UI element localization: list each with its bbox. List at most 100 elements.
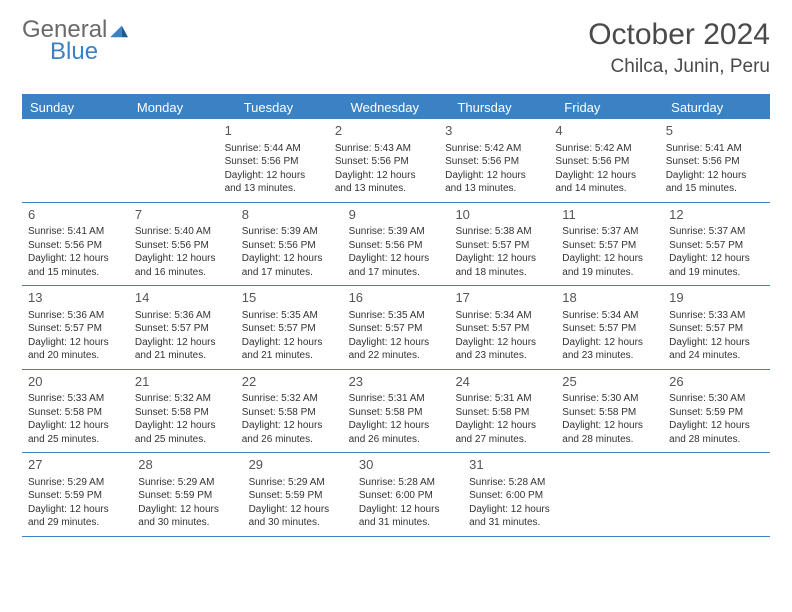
sunset-text: Sunset: 6:00 PM <box>359 489 457 503</box>
day-cell: 21Sunrise: 5:32 AMSunset: 5:58 PMDayligh… <box>129 370 236 453</box>
day-number: 5 <box>666 122 764 140</box>
sunrise-text: Sunrise: 5:34 AM <box>562 309 657 323</box>
daylight-text-2: and 31 minutes. <box>359 516 457 530</box>
logo-word-blue: Blue <box>50 38 98 65</box>
week-row: 20Sunrise: 5:33 AMSunset: 5:58 PMDayligh… <box>22 370 770 454</box>
sunset-text: Sunset: 5:56 PM <box>335 155 433 169</box>
daylight-text-1: Daylight: 12 hours <box>455 419 550 433</box>
month-title: October 2024 <box>588 18 770 52</box>
day-number: 6 <box>28 206 123 224</box>
sunset-text: Sunset: 5:56 PM <box>555 155 653 169</box>
day-number: 26 <box>669 373 764 391</box>
day-number: 9 <box>349 206 444 224</box>
day-cell: 12Sunrise: 5:37 AMSunset: 5:57 PMDayligh… <box>663 203 770 286</box>
day-cell: 10Sunrise: 5:38 AMSunset: 5:57 PMDayligh… <box>449 203 556 286</box>
day-number: 13 <box>28 289 123 307</box>
sunrise-text: Sunrise: 5:44 AM <box>225 142 323 156</box>
daylight-text-2: and 26 minutes. <box>242 433 337 447</box>
day-cell: 2Sunrise: 5:43 AMSunset: 5:56 PMDaylight… <box>329 119 439 202</box>
daylight-text-2: and 14 minutes. <box>555 182 653 196</box>
sunrise-text: Sunrise: 5:32 AM <box>135 392 230 406</box>
daylight-text-2: and 22 minutes. <box>349 349 444 363</box>
day-number: 25 <box>562 373 657 391</box>
day-number: 7 <box>135 206 230 224</box>
daylight-text-1: Daylight: 12 hours <box>349 336 444 350</box>
day-header-row: Sunday Monday Tuesday Wednesday Thursday… <box>22 96 770 119</box>
sunset-text: Sunset: 5:58 PM <box>455 406 550 420</box>
day-number: 10 <box>455 206 550 224</box>
sunrise-text: Sunrise: 5:30 AM <box>562 392 657 406</box>
sunrise-text: Sunrise: 5:37 AM <box>562 225 657 239</box>
daylight-text-1: Daylight: 12 hours <box>28 503 126 517</box>
day-number: 11 <box>562 206 657 224</box>
daylight-text-2: and 21 minutes. <box>135 349 230 363</box>
day-cell: 31Sunrise: 5:28 AMSunset: 6:00 PMDayligh… <box>463 453 573 536</box>
header: General October 2024 Chilca, Junin, Peru <box>22 18 770 78</box>
sunset-text: Sunset: 5:58 PM <box>242 406 337 420</box>
sunset-text: Sunset: 5:57 PM <box>28 322 123 336</box>
sunset-text: Sunset: 5:56 PM <box>445 155 543 169</box>
day-number: 14 <box>135 289 230 307</box>
day-cell: 26Sunrise: 5:30 AMSunset: 5:59 PMDayligh… <box>663 370 770 453</box>
sunset-text: Sunset: 5:58 PM <box>28 406 123 420</box>
daylight-text-1: Daylight: 12 hours <box>349 252 444 266</box>
day-number: 17 <box>455 289 550 307</box>
sunrise-text: Sunrise: 5:36 AM <box>28 309 123 323</box>
day-cell: 8Sunrise: 5:39 AMSunset: 5:56 PMDaylight… <box>236 203 343 286</box>
sunrise-text: Sunrise: 5:28 AM <box>469 476 567 490</box>
daylight-text-1: Daylight: 12 hours <box>562 419 657 433</box>
day-cell: 4Sunrise: 5:42 AMSunset: 5:56 PMDaylight… <box>549 119 659 202</box>
day-cell: 15Sunrise: 5:35 AMSunset: 5:57 PMDayligh… <box>236 286 343 369</box>
empty-cell <box>573 453 671 536</box>
sunset-text: Sunset: 5:56 PM <box>242 239 337 253</box>
daylight-text-2: and 19 minutes. <box>562 266 657 280</box>
day-cell: 30Sunrise: 5:28 AMSunset: 6:00 PMDayligh… <box>353 453 463 536</box>
day-number: 15 <box>242 289 337 307</box>
daylight-text-2: and 13 minutes. <box>445 182 543 196</box>
daylight-text-1: Daylight: 12 hours <box>135 336 230 350</box>
sunset-text: Sunset: 5:57 PM <box>669 239 764 253</box>
daylight-text-2: and 20 minutes. <box>28 349 123 363</box>
sunset-text: Sunset: 5:59 PM <box>138 489 236 503</box>
day-cell: 29Sunrise: 5:29 AMSunset: 5:59 PMDayligh… <box>243 453 353 536</box>
sunrise-text: Sunrise: 5:33 AM <box>28 392 123 406</box>
daylight-text-2: and 26 minutes. <box>349 433 444 447</box>
sunset-text: Sunset: 5:59 PM <box>249 489 347 503</box>
day-header-tuesday: Tuesday <box>236 96 343 119</box>
day-number: 22 <box>242 373 337 391</box>
daylight-text-2: and 29 minutes. <box>28 516 126 530</box>
daylight-text-1: Daylight: 12 hours <box>242 419 337 433</box>
sunrise-text: Sunrise: 5:29 AM <box>28 476 126 490</box>
day-cell: 9Sunrise: 5:39 AMSunset: 5:56 PMDaylight… <box>343 203 450 286</box>
day-cell: 27Sunrise: 5:29 AMSunset: 5:59 PMDayligh… <box>22 453 132 536</box>
daylight-text-2: and 13 minutes. <box>225 182 323 196</box>
day-cell: 19Sunrise: 5:33 AMSunset: 5:57 PMDayligh… <box>663 286 770 369</box>
daylight-text-2: and 27 minutes. <box>455 433 550 447</box>
day-header-monday: Monday <box>129 96 236 119</box>
sunrise-text: Sunrise: 5:30 AM <box>669 392 764 406</box>
week-row: 1Sunrise: 5:44 AMSunset: 5:56 PMDaylight… <box>22 119 770 203</box>
sunset-text: Sunset: 5:56 PM <box>349 239 444 253</box>
daylight-text-2: and 15 minutes. <box>666 182 764 196</box>
sunrise-text: Sunrise: 5:43 AM <box>335 142 433 156</box>
logo-triangle-icon <box>110 20 130 44</box>
sunset-text: Sunset: 5:59 PM <box>669 406 764 420</box>
day-number: 12 <box>669 206 764 224</box>
day-number: 23 <box>349 373 444 391</box>
day-number: 8 <box>242 206 337 224</box>
day-cell: 3Sunrise: 5:42 AMSunset: 5:56 PMDaylight… <box>439 119 549 202</box>
empty-cell <box>672 453 770 536</box>
sunset-text: Sunset: 5:56 PM <box>225 155 323 169</box>
sunset-text: Sunset: 6:00 PM <box>469 489 567 503</box>
day-number: 18 <box>562 289 657 307</box>
sunset-text: Sunset: 5:56 PM <box>135 239 230 253</box>
daylight-text-2: and 18 minutes. <box>455 266 550 280</box>
daylight-text-1: Daylight: 12 hours <box>135 419 230 433</box>
daylight-text-1: Daylight: 12 hours <box>669 419 764 433</box>
day-cell: 22Sunrise: 5:32 AMSunset: 5:58 PMDayligh… <box>236 370 343 453</box>
day-header-thursday: Thursday <box>449 96 556 119</box>
daylight-text-1: Daylight: 12 hours <box>562 336 657 350</box>
title-block: October 2024 Chilca, Junin, Peru <box>588 18 770 78</box>
day-number: 3 <box>445 122 543 140</box>
logo-stack: General Blue <box>22 18 132 64</box>
